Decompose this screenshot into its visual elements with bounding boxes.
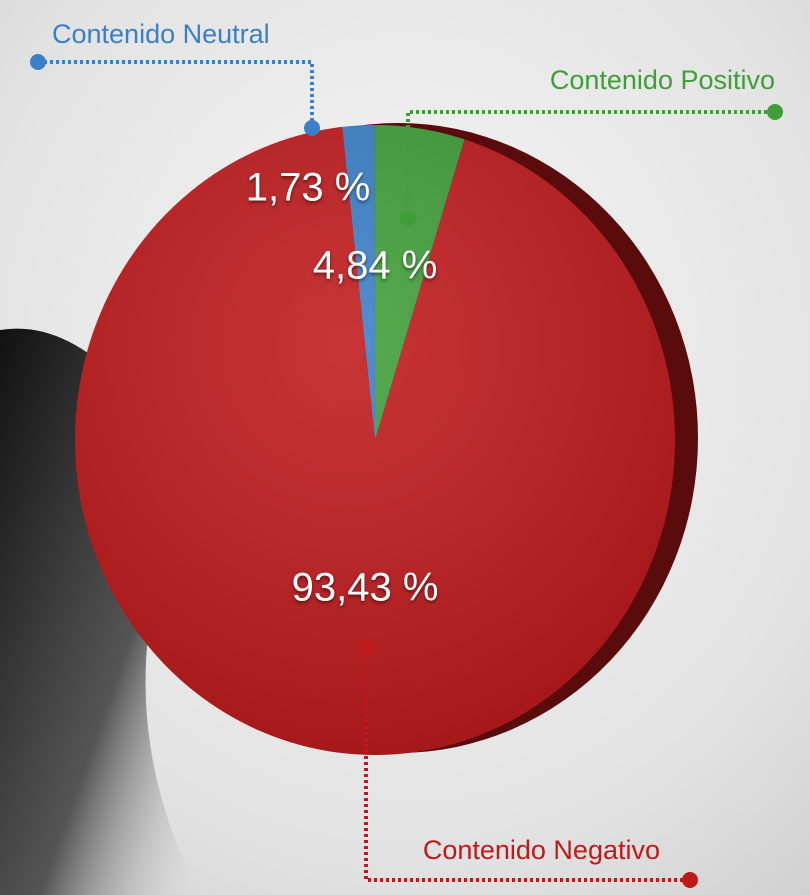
callout-line (38, 60, 314, 128)
callout-line (406, 110, 775, 218)
value-label: 4,84 % (313, 244, 438, 288)
category-label: Contenido Negativo (423, 835, 660, 865)
pie (74, 123, 698, 756)
callout-dot (30, 54, 46, 70)
callout-dot (767, 104, 783, 120)
callout-dot (358, 640, 374, 656)
category-label: Contenido Positivo (550, 65, 775, 95)
callout-dot (682, 872, 698, 888)
callout-dot (304, 120, 320, 136)
value-label: 93,43 % (292, 566, 439, 610)
value-label: 1,73 % (246, 166, 371, 210)
category-label: Contenido Neutral (52, 19, 270, 49)
callout-dot (400, 210, 416, 226)
